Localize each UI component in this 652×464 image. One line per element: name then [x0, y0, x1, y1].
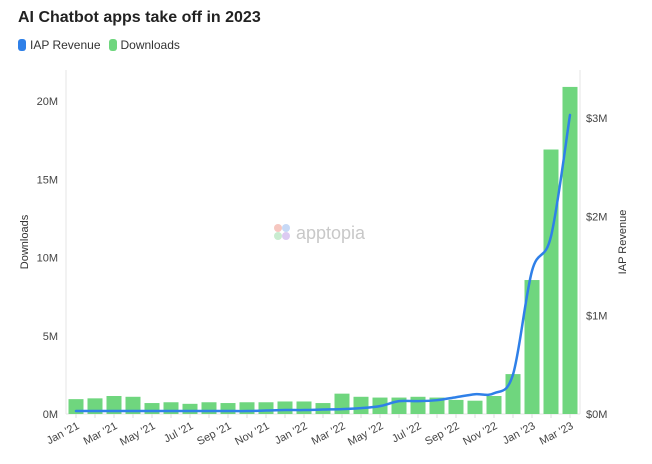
bar — [201, 402, 217, 414]
bar — [106, 396, 122, 414]
x-tick-label: Jan '23 — [501, 420, 538, 447]
y2-axis-label: IAP Revenue — [617, 210, 629, 275]
legend-swatch-icon — [108, 39, 117, 51]
bar — [543, 149, 559, 414]
x-tick-label: Mar '21 — [82, 420, 120, 448]
x-tick-label: Jul '22 — [390, 420, 423, 445]
legend-label: IAP Revenue — [30, 38, 101, 52]
bar — [258, 402, 274, 414]
legend-item-downloads[interactable]: Downloads — [108, 38, 180, 52]
chart-title: AI Chatbot apps take off in 2023 — [18, 9, 261, 26]
x-tick-label: May '22 — [346, 420, 385, 449]
y2-tick-label: $3M — [586, 113, 607, 125]
bar — [334, 393, 350, 414]
bar — [353, 396, 369, 414]
x-tick-label: Jan '22 — [273, 420, 310, 447]
bar — [144, 403, 160, 414]
watermark-text: apptopia — [296, 223, 366, 243]
x-tick-label: Mar '23 — [538, 420, 576, 448]
bar — [239, 402, 255, 414]
bar — [182, 403, 198, 414]
x-tick-label: Mar '22 — [310, 420, 348, 448]
bar — [524, 280, 540, 414]
bar — [562, 86, 578, 414]
x-tick-label: Jul '21 — [162, 420, 195, 445]
y-axis-label: Downloads — [19, 214, 31, 269]
logo-dot-icon — [274, 232, 282, 240]
bar — [486, 396, 502, 414]
x-tick-label: Sep '21 — [195, 420, 233, 448]
revenue-line — [74, 113, 572, 413]
legend-label: Downloads — [120, 38, 180, 52]
y-tick-label: 0M — [43, 409, 58, 421]
bar — [163, 402, 179, 414]
y-tick-label: 10M — [37, 253, 58, 265]
logo-dot-icon — [274, 224, 282, 232]
bar — [410, 396, 426, 414]
watermark: apptopia — [274, 223, 366, 243]
x-tick-label: Nov '21 — [233, 420, 271, 448]
bar — [220, 403, 236, 414]
bar — [448, 399, 464, 414]
x-tick-label: Nov '22 — [461, 420, 499, 448]
legend: IAP Revenue Downloads — [18, 38, 180, 52]
logo-dot-icon — [282, 232, 290, 240]
logo-dot-icon — [282, 224, 290, 232]
bar — [277, 401, 293, 414]
bar — [505, 374, 521, 414]
legend-item-iap-revenue[interactable]: IAP Revenue — [18, 38, 101, 52]
x-tick-label: Sep '22 — [423, 420, 461, 448]
legend-swatch-icon — [18, 39, 26, 51]
y-tick-label: 5M — [43, 331, 58, 343]
y2-tick-label: $2M — [586, 212, 607, 224]
y2-tick-label: $1M — [586, 310, 607, 322]
bar — [467, 400, 483, 414]
y2-tick-label: $0M — [586, 409, 607, 421]
x-tick-label: May '21 — [118, 420, 157, 449]
bar — [296, 401, 312, 414]
y-tick-label: 15M — [37, 174, 58, 186]
x-tick-label: Jan '21 — [45, 420, 82, 447]
bar — [125, 396, 141, 414]
y-tick-label: 20M — [37, 96, 58, 108]
